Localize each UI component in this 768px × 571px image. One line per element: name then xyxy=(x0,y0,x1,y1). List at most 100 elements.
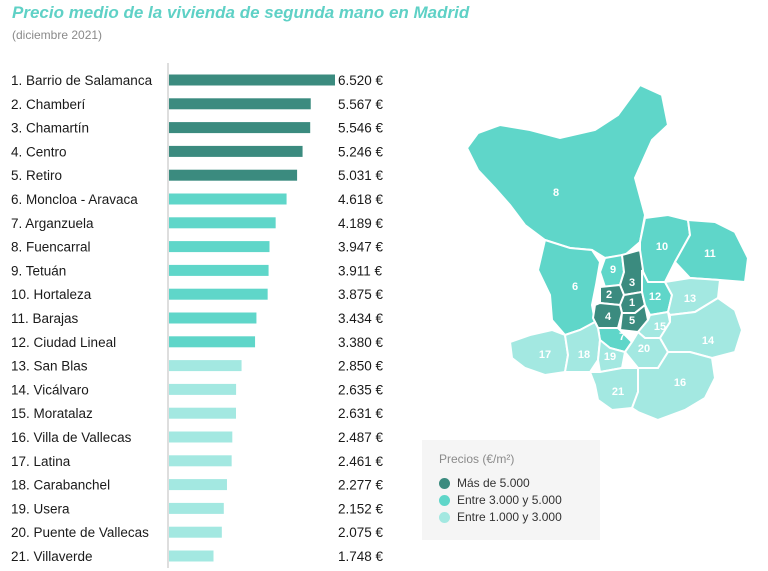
value-label: 1.748 € xyxy=(338,549,384,564)
district-label-14: 14 xyxy=(702,335,715,347)
bar xyxy=(169,550,214,562)
value-label: 2.487 € xyxy=(338,430,384,445)
legend-title: Precios (€/m²) xyxy=(439,452,515,466)
legend-label-low: Entre 1.000 y 3.000 xyxy=(457,510,562,524)
district-label-19: 19 xyxy=(604,351,616,363)
chart-title: Precio medio de la vivienda de segunda m… xyxy=(12,3,470,22)
value-label: 2.631 € xyxy=(338,406,384,421)
bar xyxy=(169,431,233,443)
category-label: 3. Chamartín xyxy=(11,121,89,136)
bar xyxy=(169,241,270,253)
category-label: 10. Hortaleza xyxy=(11,287,92,302)
bar xyxy=(169,407,236,419)
bar xyxy=(169,479,227,491)
value-label: 5.031 € xyxy=(338,168,384,183)
district-14-shape xyxy=(658,296,744,360)
district-label-15: 15 xyxy=(654,321,666,333)
district-label-16: 16 xyxy=(674,377,686,389)
category-label: 16. Villa de Vallecas xyxy=(11,430,132,445)
value-label: 3.947 € xyxy=(338,240,384,255)
category-label: 13. San Blas xyxy=(11,359,88,374)
district-4-shape xyxy=(591,301,624,329)
bar xyxy=(169,122,311,134)
bar xyxy=(169,169,298,181)
district-11-shape xyxy=(673,218,750,284)
district-label-13: 13 xyxy=(684,293,696,305)
category-label: 1. Barrio de Salamanca xyxy=(11,73,153,88)
value-label: 3.875 € xyxy=(338,287,384,302)
madrid-district-map: 8 10 11 6 9 3 2 1 12 13 4 5 15 7 14 20 1… xyxy=(465,83,750,422)
category-label: 15. Moratalaz xyxy=(11,406,93,421)
bar xyxy=(169,288,268,300)
district-label-6: 6 xyxy=(572,281,578,293)
legend: Precios (€/m²) Más de 5.000 Entre 3.000 … xyxy=(422,440,600,540)
value-label: 3.380 € xyxy=(338,335,384,350)
category-label: 18. Carabanchel xyxy=(11,478,110,493)
district-label-4: 4 xyxy=(605,311,612,323)
district-label-9: 9 xyxy=(610,264,616,276)
bar xyxy=(169,145,303,157)
value-label: 2.635 € xyxy=(338,382,384,397)
district-label-8: 8 xyxy=(553,187,559,199)
legend-label-high: Más de 5.000 xyxy=(457,476,530,490)
value-label: 4.618 € xyxy=(338,192,384,207)
value-label: 5.246 € xyxy=(338,144,384,159)
category-label: 5. Retiro xyxy=(11,168,62,183)
district-label-2: 2 xyxy=(606,289,612,301)
district-label-1: 1 xyxy=(629,297,635,309)
legend-dot-low xyxy=(439,511,450,523)
category-label: 11. Barajas xyxy=(11,311,79,326)
chart-subtitle: (diciembre 2021) xyxy=(12,28,103,42)
value-label: 2.075 € xyxy=(338,525,384,540)
legend-item-high: Más de 5.000 xyxy=(439,476,530,490)
value-label: 5.546 € xyxy=(338,121,384,136)
legend-dot-mid xyxy=(439,494,450,506)
value-label: 3.434 € xyxy=(338,311,384,326)
legend-label-mid: Entre 3.000 y 5.000 xyxy=(457,493,562,507)
value-label: 2.152 € xyxy=(338,501,384,516)
value-label: 6.520 € xyxy=(338,73,384,88)
district-label-17: 17 xyxy=(539,349,551,361)
bar xyxy=(169,264,269,276)
category-label: 21. Villaverde xyxy=(11,549,93,564)
bar xyxy=(169,502,224,514)
legend-dot-high xyxy=(439,477,450,489)
category-label: 20. Puente de Vallecas xyxy=(11,525,149,540)
district-8-shape xyxy=(465,83,670,260)
value-label: 2.277 € xyxy=(338,478,384,493)
value-label: 3.911 € xyxy=(338,263,383,278)
district-16-shape xyxy=(630,351,717,422)
category-label: 14. Vicálvaro xyxy=(11,382,89,397)
category-label: 6. Moncloa - Aravaca xyxy=(11,192,138,207)
district-label-5: 5 xyxy=(629,315,635,327)
bar xyxy=(169,312,257,324)
bar xyxy=(169,217,276,229)
bar xyxy=(169,526,222,538)
district-label-11: 11 xyxy=(704,248,716,260)
category-label: 9. Tetuán xyxy=(11,263,66,278)
bar xyxy=(169,360,242,372)
district-label-3: 3 xyxy=(629,277,635,289)
category-label: 17. Latina xyxy=(11,454,71,469)
district-label-7: 7 xyxy=(619,331,625,343)
bar xyxy=(169,336,256,348)
district-6-shape xyxy=(536,238,602,337)
bar-chart: 1. Barrio de Salamanca 6.520 € 2. Chamberí… xyxy=(11,63,384,568)
value-label: 2.850 € xyxy=(338,359,384,374)
value-label: 5.567 € xyxy=(338,97,384,112)
category-label: 4. Centro xyxy=(11,144,67,159)
category-label: 12. Ciudad Lineal xyxy=(11,335,116,350)
bar xyxy=(169,455,232,467)
legend-item-low: Entre 1.000 y 3.000 xyxy=(439,510,562,524)
bar xyxy=(169,98,311,110)
category-label: 8. Fuencarral xyxy=(11,240,91,255)
bar xyxy=(169,383,237,395)
district-label-12: 12 xyxy=(649,291,661,303)
category-label: 7. Arganzuela xyxy=(11,216,94,231)
legend-item-mid: Entre 3.000 y 5.000 xyxy=(439,493,562,507)
district-label-20: 20 xyxy=(638,343,650,355)
district-label-21: 21 xyxy=(612,386,624,398)
district-label-18: 18 xyxy=(578,349,590,361)
district-label-10: 10 xyxy=(656,241,668,253)
value-label: 2.461 € xyxy=(338,454,384,469)
